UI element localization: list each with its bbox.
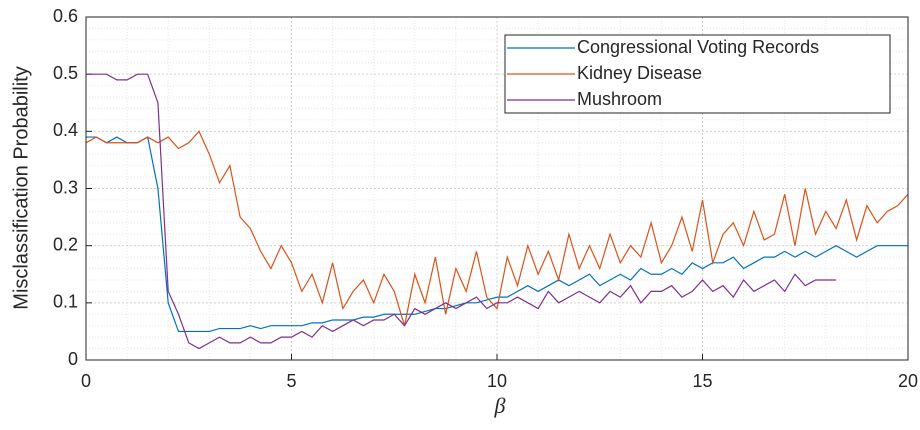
legend-label: Kidney Disease [577, 63, 702, 83]
y-tick-label: 0.6 [53, 6, 78, 26]
x-tick-label: 10 [487, 371, 507, 391]
x-tick-label: 5 [286, 371, 296, 391]
y-tick-label: 0.2 [53, 234, 78, 254]
y-axis-label: Misclassification Probability [10, 66, 32, 309]
legend-label: Mushroom [577, 89, 662, 109]
plot-frame [85, 16, 909, 361]
y-tick-label: 0.5 [53, 63, 78, 83]
data-line [86, 73, 837, 350]
x-axis-label: β [494, 393, 506, 418]
y-tick-label: 0.4 [53, 120, 78, 140]
y-tick-label: 0.1 [53, 292, 78, 312]
data-line [85, 130, 909, 326]
y-tick-label: 0.3 [53, 177, 78, 197]
data-line [86, 136, 908, 333]
y-tick-label: 0 [68, 349, 78, 369]
legend-label: Congressional Voting Records [577, 37, 819, 57]
x-tick-label: 0 [81, 371, 91, 391]
x-tick-label: 15 [692, 371, 712, 391]
x-tick-label: 20 [898, 371, 918, 391]
